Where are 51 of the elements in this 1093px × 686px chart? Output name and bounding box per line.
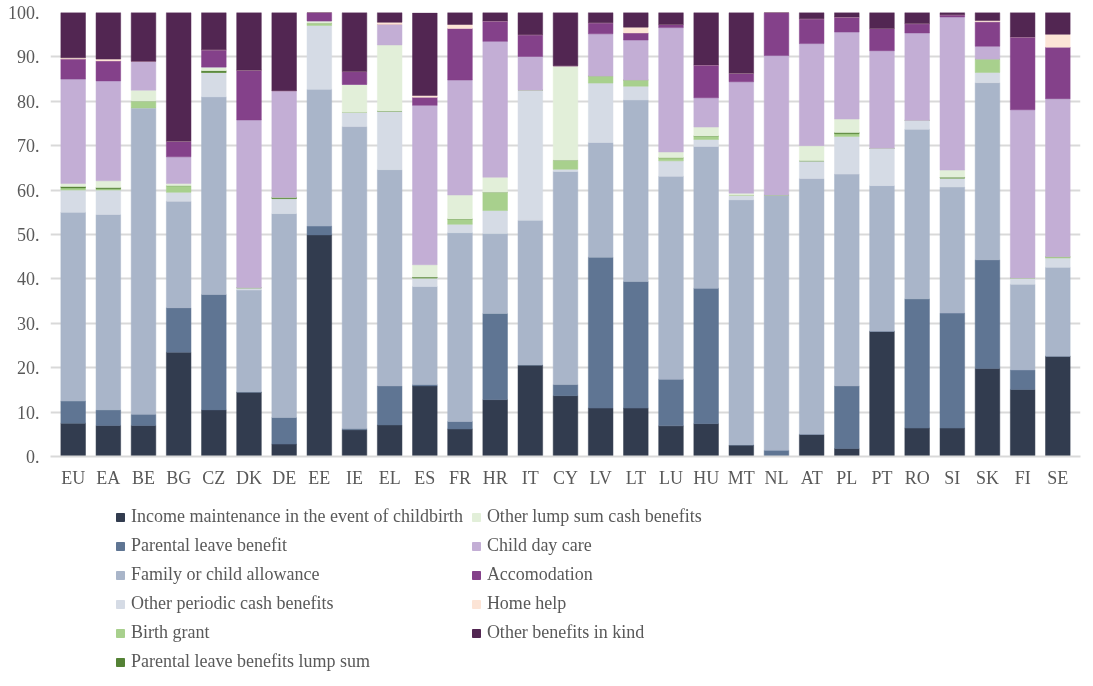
x-tick-label: CY (553, 467, 579, 488)
x-tick-label: CZ (202, 467, 226, 488)
legend-label: Other benefits in kind (486, 622, 645, 643)
y-tick-label: 30. (17, 313, 40, 334)
x-tick-label: FR (448, 467, 472, 488)
x-tick-label: ES (414, 467, 436, 488)
x-tick-label: BE (132, 467, 156, 488)
y-tick-label: 70. (17, 136, 40, 157)
y-tick-label: 50. (17, 225, 40, 245)
x-tick-label: RO (904, 467, 930, 488)
x-tick-label: EU (61, 467, 86, 488)
x-tick-label: NL (764, 467, 789, 488)
x-tick-label: DK (236, 467, 263, 488)
x-tick-label: PT (871, 467, 893, 488)
legend-label: Income maintenance in the event of childbirth (131, 506, 463, 527)
legend-label: Family or child allowance (131, 564, 320, 585)
y-tick-label: 60. (17, 180, 40, 201)
y-tick-label: 20. (17, 358, 40, 379)
x-tick-label: EA (96, 467, 121, 488)
y-tick-label: 40. (17, 269, 40, 290)
x-tick-label: SK (975, 467, 999, 488)
x-tick-label: IE (346, 467, 364, 488)
x-tick-label: IT (521, 467, 539, 488)
y-tick-label: 10. (17, 402, 40, 423)
x-tick-label: MT (727, 467, 755, 488)
y-tick-label: 90. (17, 47, 40, 68)
legend-label: Other periodic cash benefits (131, 593, 334, 614)
legend-label: Parental leave benefit (131, 535, 287, 556)
x-tick-label: DE (272, 467, 297, 488)
y-tick-label: 100. (8, 3, 40, 23)
x-tick-label: BG (166, 467, 192, 488)
x-tick-label: LT (625, 467, 647, 488)
legend-label: Home help (486, 593, 567, 614)
x-tick-label: HU (693, 467, 720, 488)
x-tick-label: LU (659, 467, 683, 488)
x-tick-label: HR (482, 467, 508, 488)
x-tick-label: PL (836, 467, 858, 488)
x-tick-label: FI (1014, 467, 1031, 488)
legend-label: Child day care (486, 535, 592, 556)
legend-label: Birth grant (131, 622, 210, 643)
x-tick-label: SE (1047, 467, 1069, 488)
x-tick-label: EE (308, 467, 331, 488)
x-tick-label: EL (378, 467, 401, 488)
legend-label: Parental leave benefits lump sum (131, 651, 370, 672)
x-tick-label: SI (944, 467, 961, 488)
y-tick-label: 80. (17, 91, 40, 112)
x-tick-label: LV (589, 467, 612, 488)
x-tick-label: AT (800, 467, 823, 488)
legend-label: Accomodation (486, 564, 593, 585)
legend-label: Other lump sum cash benefits (486, 506, 702, 527)
y-tick-label: 0. (26, 447, 40, 467)
